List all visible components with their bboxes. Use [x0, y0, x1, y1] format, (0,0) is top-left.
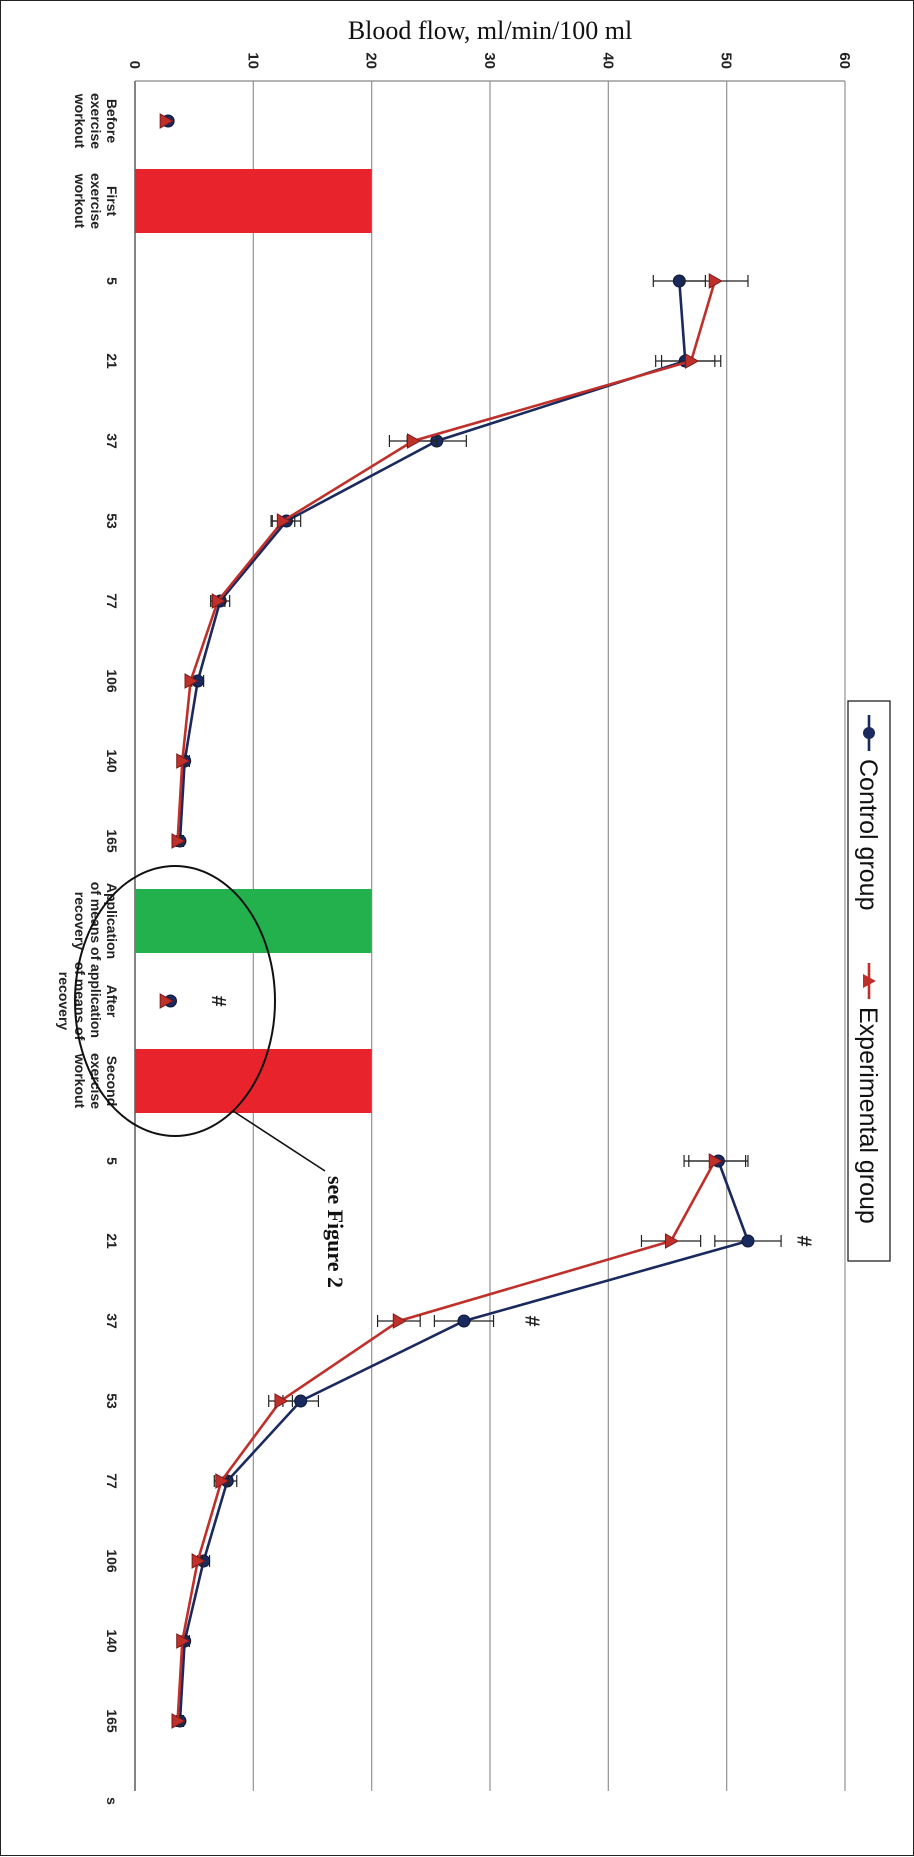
- x-tick-label-6: 77: [104, 593, 120, 609]
- series-0-line-1: [178, 280, 687, 842]
- x-tick-label-21: s: [104, 1797, 120, 1805]
- callout-label: see Figure 2: [323, 1176, 348, 1288]
- x-tick-label-16: 53: [104, 1393, 120, 1409]
- series-0-line-2: [178, 1160, 750, 1722]
- y-tick-label-20: 20: [363, 52, 380, 69]
- x-tick-label-20: 165: [104, 1709, 120, 1733]
- x-tick-label-8: 140: [104, 749, 120, 773]
- y-tick-label-30: 30: [481, 52, 498, 69]
- legend-label-1: Experimental group: [854, 1007, 882, 1224]
- x-tick-label-19: 140: [104, 1629, 120, 1653]
- phase-bar-0: [135, 169, 372, 233]
- x-tick-label-9: 165: [104, 829, 120, 853]
- series-1-point-10: [708, 1153, 723, 1169]
- x-tick-label-11: Afterapplicationof means ofrecovery: [56, 962, 120, 1041]
- series-1-point-16: [176, 1633, 191, 1649]
- x-tick-label-4: 37: [104, 433, 120, 449]
- y-tick-label-60: 60: [836, 52, 853, 69]
- series-1-point-8: [171, 833, 186, 849]
- x-tick-label-1: Firstexerciseworkout: [72, 173, 120, 229]
- x-tick-label-14: 21: [104, 1233, 120, 1249]
- series-1-point-17: [171, 1713, 186, 1729]
- x-tick-label-12: Secondexerciseworkout: [72, 1053, 120, 1109]
- x-tick-label-18: 106: [104, 1549, 120, 1573]
- legend-swatch-marker-1: [863, 974, 876, 988]
- y-tick-label-10: 10: [244, 52, 261, 69]
- series-1-point-9: [159, 993, 174, 1009]
- series-1-point-6: [184, 673, 199, 689]
- x-tick-label-0: Beforeexerciseworkout: [72, 93, 120, 149]
- x-tick-label-3: 21: [104, 353, 120, 369]
- series-1-point-3: [406, 433, 422, 449]
- series-0-point-13: [294, 1394, 308, 1408]
- series-1-point-14: [215, 1473, 230, 1489]
- significance-mark-0: #: [207, 995, 229, 1006]
- x-tick-label-10: Applicationof means ofrecovery: [72, 882, 120, 961]
- significance-mark-1: #: [793, 1235, 815, 1246]
- series-1-point-11: [664, 1233, 680, 1249]
- y-axis-label: Blood flow, ml/min/100 ml: [348, 16, 632, 45]
- series-1-point-2: [685, 353, 700, 369]
- series-1-point-5: [211, 593, 226, 609]
- x-tick-label-7: 106: [104, 669, 120, 693]
- series-1-point-15: [191, 1553, 206, 1569]
- x-tick-label-2: 5: [104, 277, 120, 285]
- legend-swatch-marker-0: [863, 727, 875, 739]
- legend: Control group Experimental group: [847, 700, 891, 1262]
- significance-mark-2: #: [521, 1315, 543, 1326]
- callout-pointer: [232, 1110, 326, 1172]
- x-tick-label-15: 37: [104, 1313, 120, 1329]
- y-tick-label-40: 40: [599, 52, 616, 69]
- y-tick-label-0: 0: [126, 61, 143, 69]
- series-1-point-7: [176, 753, 191, 769]
- series-0-point-11: [741, 1234, 755, 1248]
- series-0-point-12: [457, 1314, 471, 1328]
- x-tick-label-17: 77: [104, 1473, 120, 1489]
- series-1-line-1: [176, 280, 717, 842]
- series-1-line-2: [176, 1160, 716, 1722]
- series-1-point-12: [392, 1313, 407, 1329]
- series-1-point-4: [276, 513, 291, 529]
- series-1-point-1: [708, 273, 723, 289]
- x-tick-label-5: 53: [104, 513, 120, 529]
- legend-label-0: Control group: [854, 759, 882, 910]
- x-tick-label-13: 5: [104, 1157, 120, 1165]
- series-1-point-0: [159, 113, 174, 129]
- y-tick-label-50: 50: [718, 52, 735, 69]
- phase-bar-1: [135, 889, 372, 953]
- series-1-point-13: [274, 1393, 289, 1409]
- callout-ellipse: [74, 865, 276, 1137]
- phase-bar-2: [135, 1049, 372, 1113]
